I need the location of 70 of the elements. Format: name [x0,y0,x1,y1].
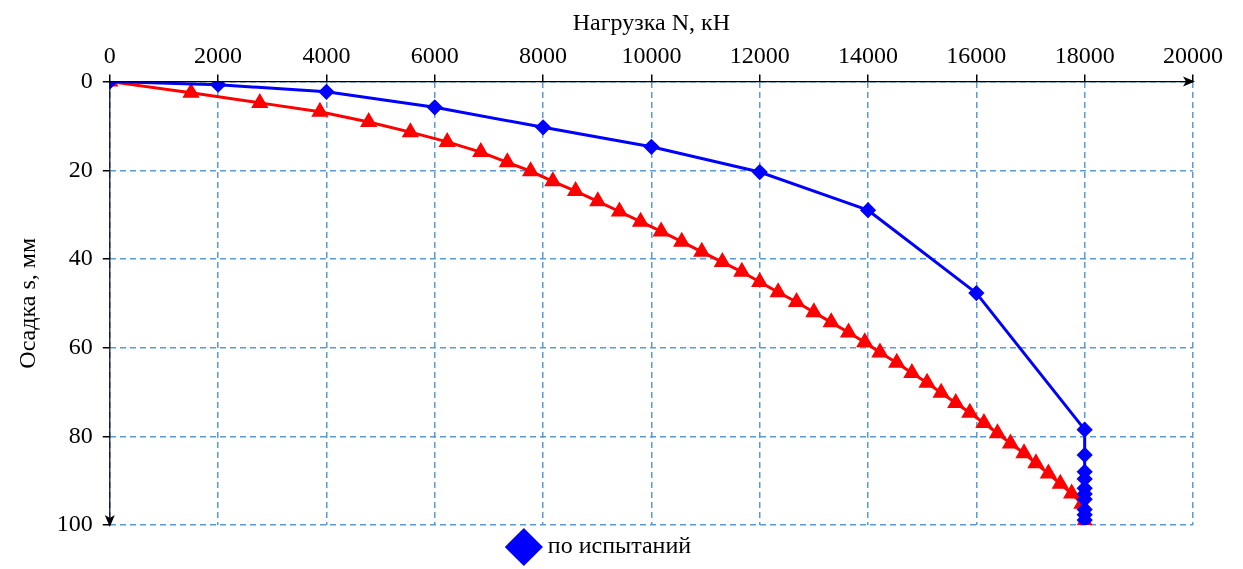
point [439,133,455,147]
point [734,263,750,277]
point [312,103,328,117]
point [523,162,539,177]
point [361,113,377,127]
point [770,283,786,298]
point [989,424,1006,439]
x-tick-label: 16000 [946,42,1007,69]
point [674,233,690,247]
point [806,303,822,318]
point [1028,454,1044,469]
y-tick-label: 100 [56,510,93,537]
point [252,94,268,108]
x-tick-label: 2000 [194,42,243,69]
x-tick-label: 6000 [410,42,459,69]
point [643,139,659,155]
point [568,182,584,197]
point [1016,444,1032,459]
point [889,354,905,368]
point [1002,434,1019,449]
point [968,285,984,301]
point [590,192,606,207]
point [183,84,199,98]
point [857,333,873,348]
x-tick-label: 18000 [1054,42,1115,69]
point [823,313,839,328]
point [318,84,334,100]
point [1077,447,1093,463]
point [633,213,649,227]
y-tick-label: 60 [68,332,93,359]
x-tick-label: 8000 [519,42,568,69]
legend-label: по испытаний [547,532,692,559]
point [948,394,964,409]
y-axis-title: Осадка s, мм [13,237,40,369]
y-tick-label: 80 [68,421,93,448]
x-tick-label: 4000 [302,42,351,69]
x-tick-label: 14000 [838,42,899,69]
x-tick-label: 20000 [1163,42,1223,69]
point [962,404,978,418]
point [402,123,418,138]
point [1040,465,1056,479]
point [904,364,920,378]
x-tick-label: 0 [103,42,116,69]
y-tick-label: 40 [68,244,93,271]
point [840,324,857,338]
point [933,384,949,398]
y-tick-label: 20 [68,155,93,182]
x-tick-label: 10000 [621,42,682,69]
x-tick-label: 12000 [729,42,790,69]
point [611,203,628,217]
point [694,243,710,257]
point [545,172,561,187]
point [860,202,876,218]
point [872,344,888,358]
point [752,273,768,288]
point [1064,485,1080,499]
point [473,143,489,158]
point [976,414,992,429]
point [714,253,730,268]
point [427,99,443,115]
point [1052,475,1068,489]
point [919,374,935,388]
point [499,153,515,168]
point [752,164,768,180]
point [1077,422,1093,438]
point [653,222,669,237]
x-axis-title: Нагрузка N, кН [572,8,731,35]
point [788,293,805,307]
y-tick-label: 0 [80,66,93,93]
point [535,119,551,135]
